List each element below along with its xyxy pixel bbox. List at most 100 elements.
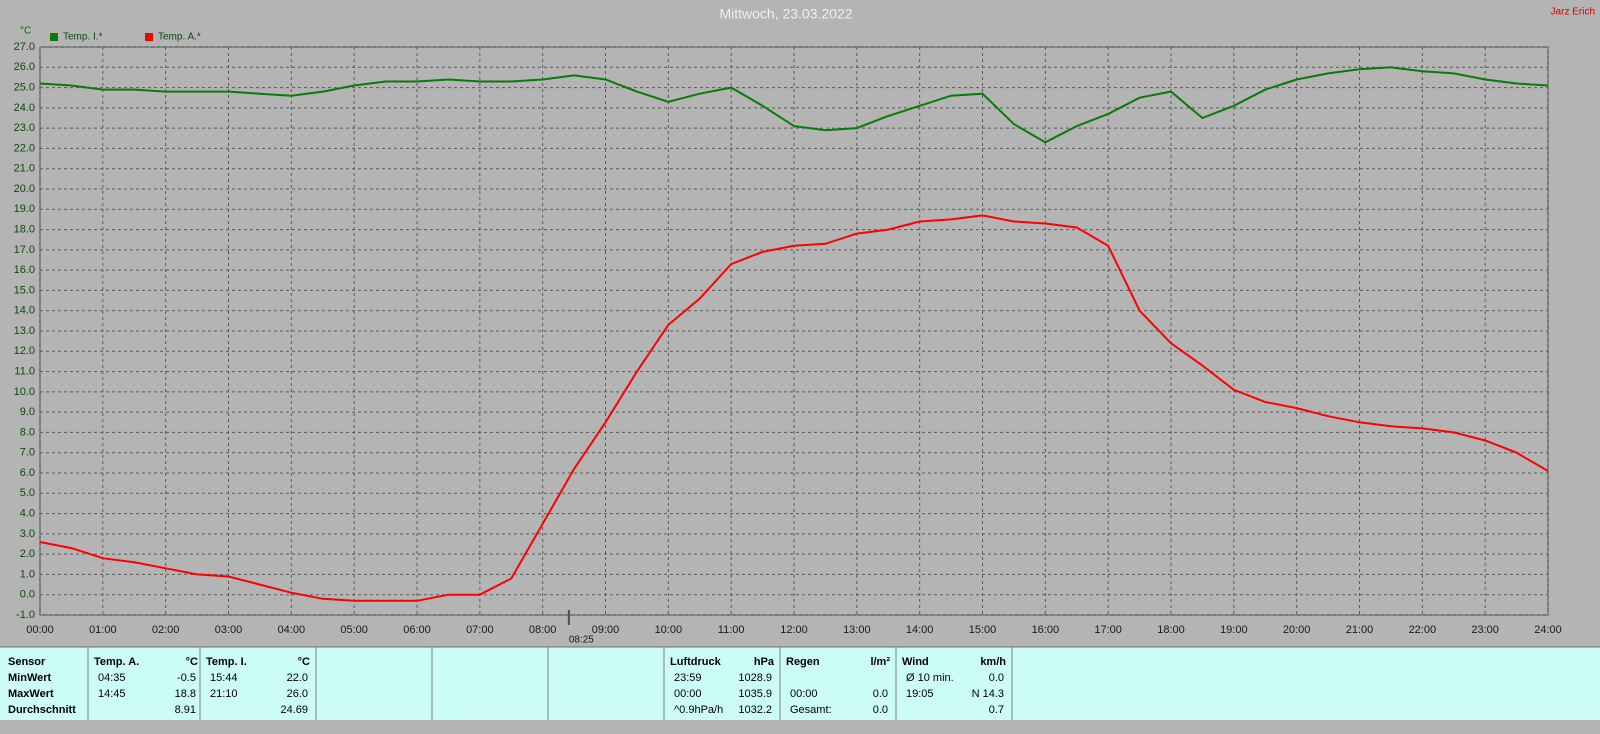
x-tick-label: 18:00 (1157, 624, 1185, 636)
x-tick-label: 00:00 (26, 624, 54, 636)
stat-label: 23:59 (674, 672, 702, 684)
legend-swatch (50, 33, 58, 41)
stat-label: 14:45 (98, 688, 126, 700)
x-tick-label: 01:00 (89, 624, 117, 636)
stat-value: 1032.2 (738, 704, 772, 716)
y-tick-label: 8.0 (20, 426, 35, 438)
stat-value: 0.0 (989, 672, 1004, 684)
legend-label: Temp. A.* (158, 32, 201, 43)
legend-swatch (145, 33, 153, 41)
y-tick-label: 12.0 (14, 345, 35, 357)
stat-label: 15:44 (210, 672, 238, 684)
panel-unit: hPa (754, 656, 775, 668)
stat-label: Gesamt: (790, 704, 832, 716)
row-label: Durchschnitt (8, 704, 76, 716)
x-tick-label: 21:00 (1346, 624, 1374, 636)
x-tick-label: 08:00 (529, 624, 557, 636)
chart-title: Mittwoch, 23.03.2022 (719, 6, 852, 22)
y-tick-label: 24.0 (14, 102, 35, 114)
y-unit: °C (20, 26, 31, 37)
y-tick-label: 18.0 (14, 223, 35, 235)
x-tick-label: 04:00 (278, 624, 306, 636)
y-tick-label: 13.0 (14, 325, 35, 337)
x-tick-label: 14:00 (906, 624, 934, 636)
stat-value: 0.0 (873, 688, 888, 700)
x-tick-label: 09:00 (592, 624, 620, 636)
y-tick-label: 15.0 (14, 284, 35, 296)
x-tick-label: 10:00 (655, 624, 683, 636)
stat-value: 24.69 (280, 704, 308, 716)
stats-background (0, 647, 1600, 720)
stat-label: 00:00 (674, 688, 702, 700)
y-tick-label: 4.0 (20, 507, 35, 519)
stat-label: ^0.9hPa/h (674, 704, 723, 716)
x-tick-label: 05:00 (340, 624, 368, 636)
stat-value: 22.0 (287, 672, 308, 684)
y-tick-label: 2.0 (20, 548, 35, 560)
stat-value: 0.0 (873, 704, 888, 716)
x-tick-label: 23:00 (1471, 624, 1499, 636)
stat-value: 8.91 (175, 704, 196, 716)
panel-unit: °C (186, 656, 198, 668)
stat-value: N 14.3 (972, 688, 1004, 700)
x-tick-label: 24:00 (1534, 624, 1562, 636)
y-tick-label: 16.0 (14, 264, 35, 276)
stat-label: Ø 10 min. (906, 672, 954, 684)
y-tick-label: 5.0 (20, 487, 35, 499)
legend-label: Temp. I.* (63, 32, 103, 43)
stat-value: 1035.9 (738, 688, 772, 700)
y-tick-label: 22.0 (14, 142, 35, 154)
stat-label: 00:00 (790, 688, 818, 700)
stat-value: 1028.9 (738, 672, 772, 684)
y-tick-label: 26.0 (14, 61, 35, 73)
row-label: Sensor (8, 656, 46, 668)
stat-label: 19:05 (906, 688, 934, 700)
y-tick-label: 21.0 (14, 163, 35, 175)
x-tick-label: 06:00 (403, 624, 431, 636)
x-tick-label: 13:00 (843, 624, 871, 636)
panel-header: Regen (786, 656, 820, 668)
y-tick-label: 9.0 (20, 406, 35, 418)
y-tick-label: 25.0 (14, 81, 35, 93)
author: Jarz Erich (1551, 7, 1595, 18)
y-tick-label: 23.0 (14, 122, 35, 134)
y-tick-label: 20.0 (14, 183, 35, 195)
y-tick-label: 1.0 (20, 568, 35, 580)
y-tick-label: -1.0 (16, 609, 35, 621)
x-tick-label: 16:00 (1032, 624, 1060, 636)
x-tick-label: 02:00 (152, 624, 180, 636)
stat-value: -0.5 (177, 672, 196, 684)
x-tick-label: 12:00 (780, 624, 808, 636)
stat-value: 0.7 (989, 704, 1004, 716)
x-tick-label: 17:00 (1094, 624, 1122, 636)
y-tick-label: 7.0 (20, 447, 35, 459)
y-tick-label: 0.0 (20, 589, 35, 601)
row-label: MaxWert (8, 688, 54, 700)
stat-label: 21:10 (210, 688, 238, 700)
row-label: MinWert (8, 672, 52, 684)
stat-value: 26.0 (287, 688, 308, 700)
stat-value: 18.8 (175, 688, 196, 700)
panel-header: Temp. I. (206, 656, 247, 668)
x-tick-label: 03:00 (215, 624, 243, 636)
x-tick-label: 11:00 (718, 624, 745, 636)
series-line (39, 214, 1549, 602)
y-tick-label: 10.0 (14, 386, 35, 398)
y-tick-label: 11.0 (14, 365, 35, 377)
time-marker-label: 08:25 (569, 635, 594, 646)
y-tick-label: 3.0 (20, 528, 35, 540)
panel-unit: °C (298, 656, 310, 668)
panel-unit: km/h (980, 656, 1006, 668)
stat-label: 04:35 (98, 672, 126, 684)
panel-header: Wind (902, 656, 929, 668)
panel-unit: l/m² (870, 656, 890, 668)
series-line (39, 66, 1549, 144)
y-tick-label: 27.0 (14, 41, 35, 53)
y-tick-label: 14.0 (14, 305, 35, 317)
x-tick-label: 07:00 (466, 624, 494, 636)
y-tick-label: 19.0 (14, 203, 35, 215)
y-tick-label: 17.0 (14, 244, 35, 256)
x-tick-label: 15:00 (969, 624, 997, 636)
panel-header: Temp. A. (94, 656, 139, 668)
